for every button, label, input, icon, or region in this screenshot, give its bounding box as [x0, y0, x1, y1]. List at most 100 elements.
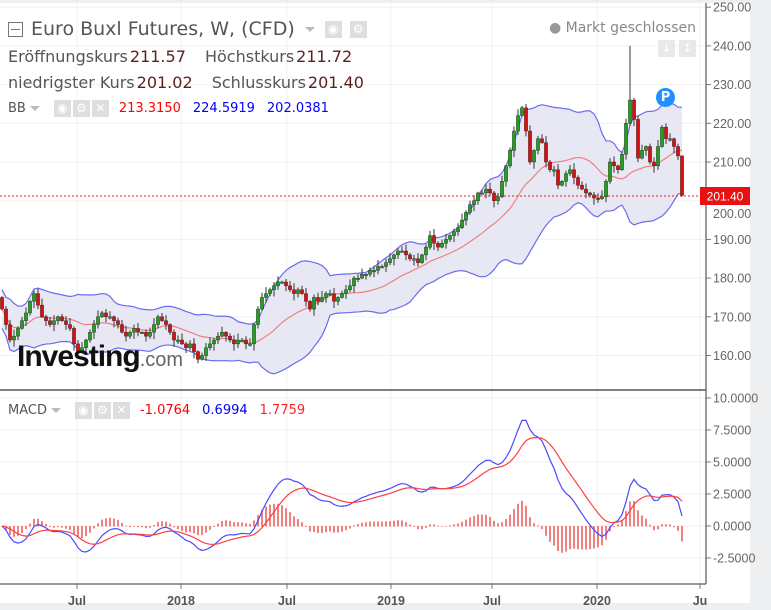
macd-label[interactable]: MACD	[8, 403, 47, 418]
candle-body	[376, 266, 380, 271]
macd-tick-label: 10.0000	[713, 392, 758, 406]
macd-line-value: 0.6994	[202, 403, 248, 418]
eye-icon[interactable]: ◉	[53, 100, 71, 117]
candle-body	[316, 297, 320, 302]
macd-histogram-bar	[645, 518, 647, 527]
high-value: 211.72	[296, 47, 353, 66]
candle-body	[196, 351, 200, 360]
macd-histogram-bar	[497, 523, 499, 527]
gear-icon[interactable]: ⚙	[349, 20, 367, 38]
candle	[312, 294, 316, 316]
macd-histogram-bar	[77, 526, 79, 538]
candle-body	[404, 250, 408, 256]
candle-body	[100, 312, 104, 317]
macd-histogram-bar	[589, 526, 591, 550]
candle-body	[668, 138, 672, 141]
event-marker[interactable]: P	[656, 88, 675, 107]
price-tick-label: 170.00	[713, 310, 751, 324]
candle	[440, 239, 444, 249]
macd-histogram-bar	[609, 526, 611, 532]
time-tick-label: 2020	[583, 594, 611, 608]
candle-body	[608, 161, 612, 182]
candle-body	[164, 320, 168, 325]
candle-body	[416, 258, 420, 263]
candle-body	[616, 165, 620, 170]
macd-histogram-bar	[569, 526, 571, 550]
macd-histogram-bar	[309, 526, 311, 532]
macd-histogram-bar	[417, 526, 419, 530]
candle	[8, 319, 12, 343]
candle-body	[476, 192, 480, 201]
candle	[488, 182, 492, 196]
bb-upper-line	[1, 102, 683, 325]
candle-body	[596, 197, 600, 200]
macd-histogram-bar	[289, 512, 291, 527]
candle	[236, 333, 240, 348]
candle	[468, 200, 472, 215]
macd-histogram-bar	[101, 519, 103, 527]
close-icon[interactable]: ✕	[112, 402, 130, 419]
macd-histogram-bar	[41, 521, 43, 527]
arrow-updown-icon[interactable]: ↕	[679, 40, 696, 57]
macd-histogram-bar	[53, 526, 55, 528]
macd-histogram-bar	[269, 504, 271, 527]
macd-histogram-bar	[401, 520, 403, 527]
macd-histogram-bar	[137, 526, 139, 528]
instrument-title[interactable]: Euro Buxl Futures, W, (CFD)	[31, 18, 295, 40]
candle	[228, 333, 232, 343]
macd-histogram-bar	[209, 526, 211, 530]
gear-icon[interactable]: ⚙	[93, 402, 111, 419]
bb-label[interactable]: BB	[8, 101, 26, 116]
macd-histogram-bar	[9, 526, 11, 535]
candle-body	[628, 99, 632, 124]
candle	[552, 165, 556, 177]
candle	[500, 175, 504, 198]
candle	[276, 276, 280, 290]
candle	[632, 98, 636, 127]
candle-body	[396, 250, 400, 256]
close-icon[interactable]: ✕	[91, 100, 109, 117]
arrow-down-icon[interactable]: ↓	[658, 40, 675, 57]
candle-body	[264, 293, 268, 298]
candle-body	[52, 320, 56, 325]
macd-histogram-bar	[69, 526, 71, 530]
candle	[668, 133, 672, 142]
eye-icon[interactable]: ◉	[324, 20, 342, 38]
candle	[152, 318, 156, 340]
candle-body	[168, 324, 172, 333]
candle	[352, 276, 356, 293]
gear-icon[interactable]: ⚙	[72, 100, 90, 117]
macd-histogram-bar	[553, 526, 555, 546]
price-tick-label: 180.00	[713, 272, 751, 286]
candle-body	[480, 192, 484, 195]
candle	[512, 126, 516, 158]
collapse-icon[interactable]	[8, 21, 23, 37]
macd-histogram-bar	[349, 526, 351, 529]
candle	[608, 158, 612, 184]
chevron-down-icon[interactable]	[304, 26, 315, 32]
candle-body	[536, 138, 540, 151]
candle-body	[296, 289, 300, 294]
chevron-down-icon[interactable]	[29, 106, 40, 111]
macd-histogram-bar	[425, 526, 427, 528]
candle	[16, 326, 20, 341]
candle-body	[552, 169, 556, 172]
macd-histogram-bar	[329, 526, 331, 532]
candle-body	[656, 146, 660, 167]
candle	[268, 287, 272, 297]
candle-body	[568, 169, 572, 174]
candle	[28, 300, 32, 316]
candle-body	[128, 332, 132, 337]
axes[interactable]: 250.00 240.00 230.00 220.00 210.00 200.00 190.…	[68, 1, 758, 608]
candle-body	[384, 262, 388, 267]
candle-body	[176, 339, 180, 342]
candle-body	[148, 332, 152, 337]
candle-body	[612, 161, 616, 167]
candle-body	[180, 339, 184, 345]
candle	[480, 190, 484, 195]
eye-icon[interactable]: ◉	[74, 402, 92, 419]
candle	[360, 268, 364, 280]
candle-body	[548, 161, 552, 170]
chevron-down-icon[interactable]	[50, 408, 61, 413]
